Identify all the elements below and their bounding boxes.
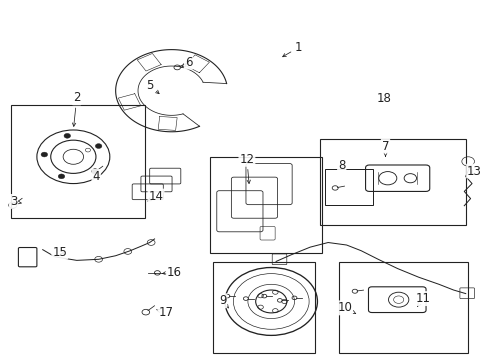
Text: 12: 12 xyxy=(239,153,254,184)
Text: 10: 10 xyxy=(337,301,355,314)
Text: 17: 17 xyxy=(157,306,173,319)
Text: 16: 16 xyxy=(162,266,181,279)
Text: 18: 18 xyxy=(376,92,391,105)
Text: 7: 7 xyxy=(381,140,388,156)
Text: 6: 6 xyxy=(181,55,192,69)
Bar xyxy=(319,139,465,225)
Bar xyxy=(212,262,314,353)
Text: 4: 4 xyxy=(92,170,100,183)
Text: 8: 8 xyxy=(337,159,345,172)
Text: 1: 1 xyxy=(282,41,301,57)
Text: 5: 5 xyxy=(146,79,159,94)
Circle shape xyxy=(92,169,98,174)
Text: 2: 2 xyxy=(72,91,81,126)
Text: 15: 15 xyxy=(52,246,67,258)
Circle shape xyxy=(64,134,70,138)
Bar xyxy=(324,169,372,205)
Text: 3: 3 xyxy=(10,195,21,208)
Bar xyxy=(11,105,144,217)
Text: 14: 14 xyxy=(147,190,163,203)
Circle shape xyxy=(41,152,47,157)
Text: 13: 13 xyxy=(466,165,481,177)
Text: 11: 11 xyxy=(415,292,430,306)
Text: 9: 9 xyxy=(219,294,228,308)
Circle shape xyxy=(58,174,64,179)
Circle shape xyxy=(95,144,102,148)
Bar xyxy=(339,262,467,353)
Bar xyxy=(210,157,322,253)
